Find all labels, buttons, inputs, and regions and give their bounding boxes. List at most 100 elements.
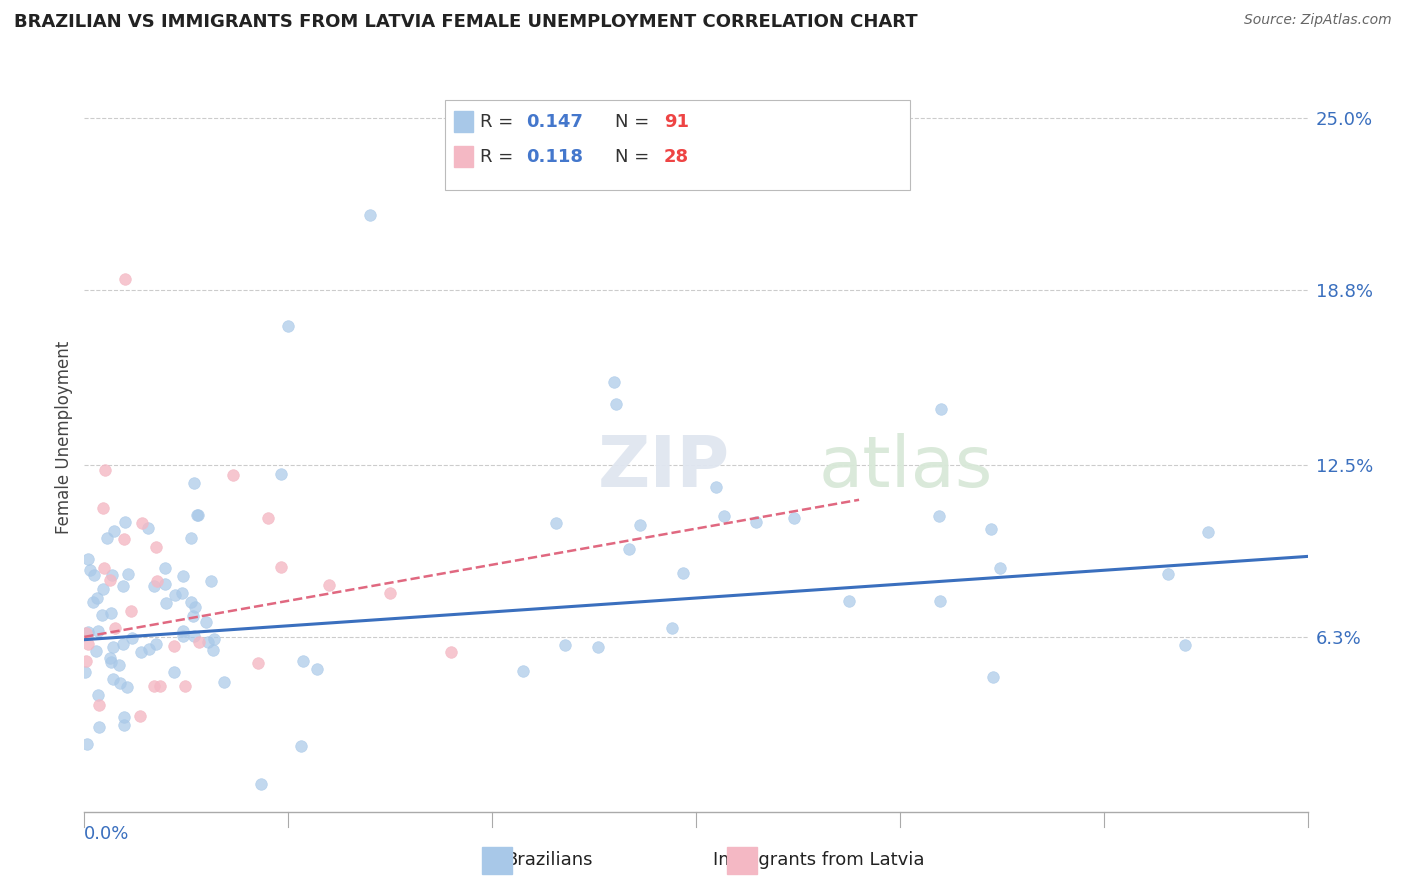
Point	[79, 564, 101, 578]
Point	[93, 561, 115, 575]
Point	[87, 720, 110, 734]
Point	[138, 521, 160, 535]
Point	[96, 531, 118, 545]
Point	[172, 569, 194, 583]
Point	[180, 595, 202, 609]
Point	[84, 644, 107, 658]
Point	[183, 629, 205, 643]
Point	[138, 641, 160, 656]
Point	[103, 524, 125, 538]
Text: N =: N =	[614, 112, 655, 130]
Point	[143, 579, 166, 593]
Point	[100, 606, 122, 620]
Point	[155, 596, 177, 610]
Point	[929, 402, 952, 417]
Point	[838, 593, 860, 607]
Point	[172, 629, 194, 643]
Point	[143, 680, 166, 694]
Point	[200, 574, 222, 588]
Point	[101, 568, 124, 582]
Text: Source: ZipAtlas.com: Source: ZipAtlas.com	[1244, 13, 1392, 28]
Point	[195, 615, 218, 629]
Point	[661, 622, 683, 636]
Point	[619, 541, 641, 556]
Point	[145, 574, 167, 588]
Point	[112, 532, 135, 546]
Point	[204, 632, 226, 647]
Bar	[454, 146, 472, 168]
Point	[129, 709, 152, 723]
Point	[82, 595, 104, 609]
Point	[247, 657, 270, 671]
Point	[100, 656, 122, 670]
Point	[290, 739, 312, 753]
Point	[155, 560, 177, 574]
Point	[117, 566, 139, 581]
Point	[180, 531, 202, 545]
Point	[173, 679, 195, 693]
Point	[359, 208, 381, 222]
Point	[183, 475, 205, 490]
Point	[183, 599, 205, 614]
Point	[554, 638, 576, 652]
Point	[981, 670, 1004, 684]
Point	[165, 588, 187, 602]
Point	[112, 579, 135, 593]
Point	[87, 624, 110, 639]
Point	[221, 468, 243, 483]
Point	[270, 467, 292, 482]
Point	[181, 609, 204, 624]
Point	[783, 511, 806, 525]
Point	[77, 551, 100, 566]
Point	[546, 516, 568, 531]
Point	[75, 654, 97, 668]
Point	[112, 709, 135, 723]
Point	[277, 319, 299, 334]
Point	[172, 624, 194, 639]
Point	[1174, 638, 1197, 652]
FancyBboxPatch shape	[446, 100, 910, 190]
Point	[163, 639, 186, 653]
Point	[380, 585, 402, 599]
Point	[163, 665, 186, 679]
Point	[86, 591, 108, 605]
Text: R =: R =	[481, 148, 519, 166]
Text: Brazilians: Brazilians	[505, 852, 593, 870]
Point	[713, 508, 735, 523]
Point	[90, 607, 112, 622]
Point	[73, 665, 96, 679]
Point	[291, 654, 314, 668]
Point	[257, 510, 280, 524]
Point	[93, 463, 115, 477]
Point	[170, 586, 193, 600]
Point	[87, 698, 110, 713]
Point	[120, 604, 142, 618]
Point	[108, 675, 131, 690]
Point	[121, 631, 143, 645]
Text: BRAZILIAN VS IMMIGRANTS FROM LATVIA FEMALE UNEMPLOYMENT CORRELATION CHART: BRAZILIAN VS IMMIGRANTS FROM LATVIA FEMA…	[14, 13, 918, 31]
Text: Immigrants from Latvia: Immigrants from Latvia	[713, 852, 924, 870]
Point	[202, 643, 225, 657]
Point	[108, 657, 131, 672]
Point	[588, 640, 610, 655]
Point	[153, 577, 176, 591]
Y-axis label: Female Unemployment: Female Unemployment	[55, 341, 73, 533]
Bar	[727, 847, 758, 874]
Point	[104, 621, 127, 635]
Point	[98, 574, 121, 588]
Point	[250, 777, 273, 791]
Point	[270, 560, 292, 574]
Point	[91, 582, 114, 597]
Point	[98, 650, 121, 665]
Text: 0.118: 0.118	[526, 148, 582, 166]
Text: atlas: atlas	[818, 433, 993, 501]
Point	[928, 594, 950, 608]
Point	[83, 568, 105, 582]
Point	[91, 500, 114, 515]
Point	[186, 508, 208, 523]
Point	[603, 375, 626, 389]
Point	[672, 566, 695, 581]
Point	[305, 662, 328, 676]
Point	[318, 578, 340, 592]
Text: ZIP: ZIP	[598, 433, 730, 501]
